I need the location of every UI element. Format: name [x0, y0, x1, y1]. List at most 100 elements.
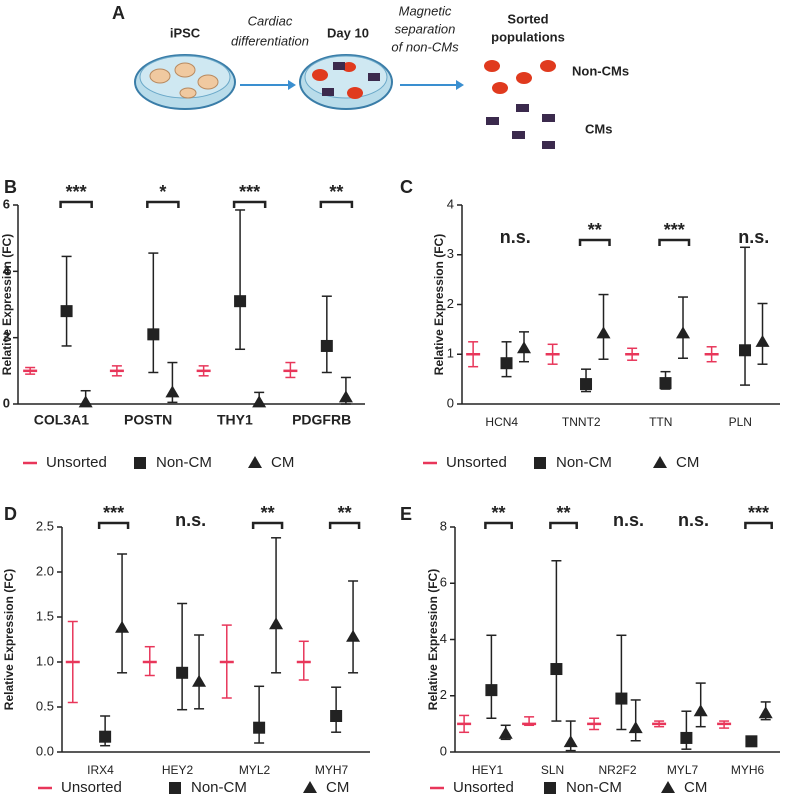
legend-label: CM [326, 779, 349, 796]
y-tick-label: 2 [3, 329, 10, 344]
cell [542, 114, 555, 122]
significance-label: ** [588, 220, 602, 240]
dish-inner [304, 55, 388, 99]
x-tick-label: THY1 [217, 412, 253, 428]
legend-marker [169, 782, 181, 794]
cell [342, 62, 356, 72]
data-point [253, 721, 266, 734]
data-point [563, 735, 578, 748]
legend-label: Non-CM [566, 779, 622, 796]
data-point [596, 326, 611, 339]
legend-marker [248, 456, 262, 468]
legend-label: Unsorted [46, 454, 107, 471]
legend-label: CM [271, 454, 294, 471]
significance-label: ** [557, 503, 571, 523]
x-tick-label: PDGFRB [292, 412, 351, 428]
legend-marker [544, 782, 556, 794]
legend-label: CM [684, 779, 707, 796]
y-tick-label: 1.0 [36, 653, 54, 668]
x-tick-label: MYH7 [315, 763, 349, 777]
y-tick-label: 4 [3, 263, 11, 278]
group-label: CMs [585, 121, 612, 136]
cell [333, 62, 345, 70]
cell [486, 117, 499, 125]
cell [516, 72, 532, 84]
cell [540, 60, 556, 72]
significance-bracket [484, 521, 513, 529]
x-tick-label: SLN [541, 763, 564, 777]
data-point [269, 617, 284, 630]
data-point [320, 339, 333, 352]
significance-label: ** [329, 182, 343, 202]
step-label: populations [491, 29, 565, 44]
x-tick-label: TTN [649, 415, 672, 429]
panel-letter: A [112, 3, 125, 23]
cell [492, 82, 508, 94]
legend-label: Non-CM [191, 779, 247, 796]
data-point [580, 378, 593, 391]
group-label: Non-CMs [572, 63, 629, 78]
arrow-label: Magnetic [399, 3, 452, 18]
legend-marker [303, 781, 317, 793]
y-tick-label: 0 [447, 395, 454, 410]
panel-letter: E [400, 504, 412, 524]
cell [174, 62, 196, 78]
cell [179, 87, 197, 99]
significance-bracket [59, 200, 93, 208]
significance-label: n.s. [738, 227, 769, 247]
data-point [338, 390, 353, 403]
data-point [745, 735, 758, 748]
significance-label: *** [103, 503, 124, 523]
y-tick-label: 0 [3, 395, 10, 410]
data-point [60, 305, 73, 318]
x-tick-label: COL3A1 [34, 412, 89, 428]
significance-bracket [658, 238, 691, 246]
y-tick-label: 2 [447, 296, 454, 311]
schematic: A iPSC Cardiac differentiation Day 10 Ma… [112, 3, 629, 149]
cell [312, 69, 328, 81]
y-tick-label: 4 [447, 196, 454, 211]
cell [542, 141, 555, 149]
cell [322, 88, 334, 96]
legend-label: CM [676, 454, 699, 471]
step-label: Day 10 [327, 25, 369, 40]
data-point [99, 730, 112, 743]
data-point [165, 385, 180, 398]
step-label: Sorted [507, 11, 548, 26]
data-point [628, 721, 643, 734]
significance-label: *** [66, 182, 87, 202]
y-tick-label: 6 [440, 575, 447, 590]
significance-label: * [159, 182, 166, 202]
data-point [659, 377, 672, 390]
significance-label: n.s. [678, 510, 709, 530]
cell [368, 73, 380, 81]
x-tick-label: IRX4 [87, 763, 114, 777]
data-point [147, 328, 160, 341]
significance-label: *** [239, 182, 260, 202]
data-point [498, 726, 513, 739]
arrow-label: Cardiac [248, 13, 293, 28]
x-tick-label: NR2F2 [598, 763, 636, 777]
legend-marker [534, 457, 546, 469]
x-tick-label: PLN [729, 415, 752, 429]
data-point [550, 663, 563, 676]
legend-label: Non-CM [156, 454, 212, 471]
data-point [78, 395, 93, 408]
data-point [346, 629, 361, 642]
data-point [693, 704, 708, 717]
x-tick-label: MYH6 [731, 763, 765, 777]
y-axis-label: Relative Expression (FC) [2, 569, 16, 710]
arrow-head [288, 80, 296, 90]
y-tick-label: 4 [440, 631, 447, 646]
y-tick-label: 3 [447, 246, 454, 261]
x-tick-label: POSTN [124, 412, 172, 428]
x-tick-label: HEY1 [472, 763, 504, 777]
panel-letter: D [4, 504, 17, 524]
data-point [330, 710, 343, 722]
significance-label: ** [492, 503, 506, 523]
y-tick-label: 0 [440, 743, 447, 758]
legend-label: Non-CM [556, 454, 612, 471]
cell [484, 60, 500, 72]
data-point [755, 334, 770, 347]
significance-bracket [232, 200, 267, 208]
